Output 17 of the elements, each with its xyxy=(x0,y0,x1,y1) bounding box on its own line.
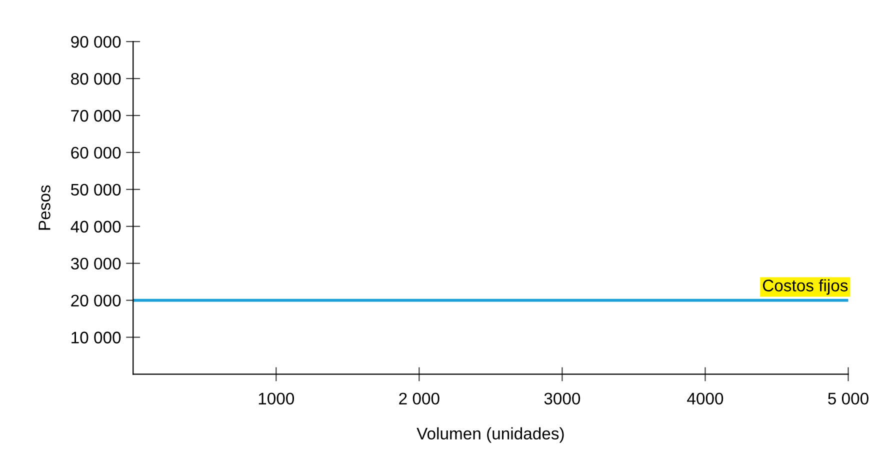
y-tick-label: 80 000 xyxy=(71,72,121,85)
y-tick-label: 10 000 xyxy=(72,332,121,344)
y-axis-title: Pesos xyxy=(38,185,50,230)
x-tick-label: 1000 xyxy=(258,392,294,405)
x-tick-label: 4000 xyxy=(687,392,724,405)
y-tick-label: 40 000 xyxy=(70,220,121,233)
x-tick-label: 3000 xyxy=(544,392,580,405)
x-tick-label: 2 000 xyxy=(399,392,440,405)
series-label: Costos fijos xyxy=(762,279,848,295)
y-tick-label: 30 000 xyxy=(70,258,121,270)
x-axis-title: Volumen (unidades) xyxy=(416,427,564,443)
y-tick-label: 70 000 xyxy=(71,110,121,122)
y-tick-label: 20 000 xyxy=(71,294,121,307)
y-tick-label: 50 000 xyxy=(71,184,121,196)
x-tick-label: 5 000 xyxy=(828,392,868,405)
y-tick-label: 90 000 xyxy=(71,36,121,48)
y-tick-label: 60 000 xyxy=(71,146,121,159)
